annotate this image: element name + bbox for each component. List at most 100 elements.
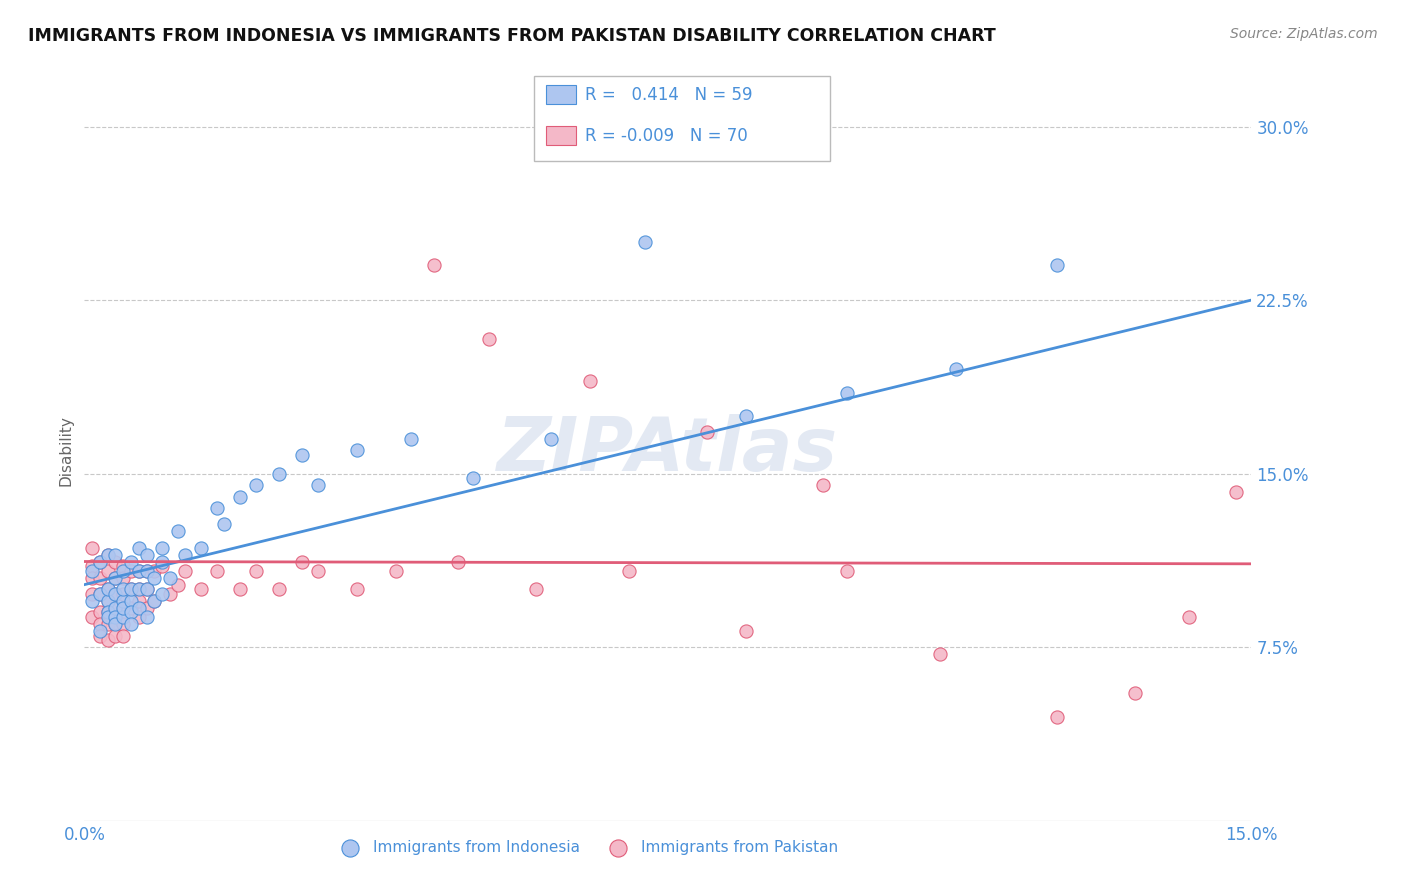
Point <box>135 610 157 624</box>
Point <box>112 600 135 615</box>
Point <box>128 594 150 608</box>
Point <box>734 624 756 638</box>
Point <box>120 582 142 597</box>
Point <box>112 559 135 574</box>
Point <box>399 432 422 446</box>
Point <box>478 333 501 347</box>
Point <box>150 587 173 601</box>
Point <box>97 606 120 620</box>
Point <box>143 564 166 578</box>
Point <box>190 541 212 555</box>
Point <box>945 362 967 376</box>
Point <box>82 541 104 555</box>
Point <box>82 559 104 574</box>
Point <box>135 582 157 597</box>
Point <box>104 610 127 624</box>
Point <box>267 467 290 481</box>
Point <box>89 628 111 642</box>
Point <box>135 548 157 562</box>
Point <box>97 594 120 608</box>
Point <box>813 478 835 492</box>
Point <box>104 617 127 632</box>
Point <box>135 564 157 578</box>
Point <box>128 541 150 555</box>
Point <box>696 425 718 439</box>
Point <box>104 571 127 585</box>
Point <box>120 564 142 578</box>
Point <box>135 600 157 615</box>
Point <box>89 554 111 569</box>
Point <box>174 564 197 578</box>
Point <box>82 564 104 578</box>
Point <box>128 564 150 578</box>
Point <box>120 582 142 597</box>
Point <box>89 617 111 632</box>
Point <box>89 554 111 569</box>
Point <box>97 617 120 632</box>
Point <box>1046 259 1069 273</box>
Point <box>929 647 952 661</box>
Point <box>734 409 756 423</box>
Point <box>97 633 120 648</box>
Point <box>112 610 135 624</box>
Point <box>89 606 111 620</box>
Point <box>617 564 640 578</box>
Text: Source: ZipAtlas.com: Source: ZipAtlas.com <box>1230 27 1378 41</box>
Point <box>97 582 120 597</box>
Point <box>120 594 142 608</box>
Point <box>150 554 173 569</box>
Point <box>150 559 173 574</box>
Point <box>104 571 127 585</box>
Point <box>120 606 142 620</box>
Point <box>540 432 562 446</box>
Point <box>104 617 127 632</box>
Text: R = -0.009   N = 70: R = -0.009 N = 70 <box>585 127 748 145</box>
Point <box>245 564 267 578</box>
Point <box>633 235 655 250</box>
Point <box>135 564 157 578</box>
Text: R =   0.414   N = 59: R = 0.414 N = 59 <box>585 86 752 103</box>
Legend: Immigrants from Indonesia, Immigrants from Pakistan: Immigrants from Indonesia, Immigrants fr… <box>329 834 844 861</box>
Point <box>1225 485 1247 500</box>
Text: IMMIGRANTS FROM INDONESIA VS IMMIGRANTS FROM PAKISTAN DISABILITY CORRELATION CHA: IMMIGRANTS FROM INDONESIA VS IMMIGRANTS … <box>28 27 995 45</box>
Point <box>447 554 470 569</box>
Point <box>267 582 290 597</box>
Point <box>229 490 252 504</box>
Point <box>159 571 181 585</box>
Point <box>384 564 406 578</box>
Point <box>128 564 150 578</box>
Point <box>112 582 135 597</box>
Point <box>1123 686 1146 700</box>
Point <box>112 587 135 601</box>
Point <box>423 259 446 273</box>
Point <box>579 374 602 388</box>
Point <box>120 617 142 632</box>
Point <box>89 624 111 638</box>
Point <box>524 582 547 597</box>
Point <box>89 587 111 601</box>
Point <box>346 582 368 597</box>
Point <box>89 587 111 601</box>
Point <box>291 554 314 569</box>
Point <box>128 610 150 624</box>
Point <box>1046 709 1069 723</box>
Point <box>104 587 127 601</box>
Point <box>346 443 368 458</box>
Point <box>97 564 120 578</box>
Point <box>229 582 252 597</box>
Point <box>291 448 314 462</box>
Point <box>835 564 858 578</box>
Point <box>1178 610 1201 624</box>
Point <box>307 478 329 492</box>
Point <box>463 471 485 485</box>
Point <box>214 517 236 532</box>
Point <box>143 594 166 608</box>
Point <box>120 600 142 615</box>
Point <box>835 385 858 400</box>
Point <box>104 600 127 615</box>
Point <box>128 582 150 597</box>
Point <box>82 610 104 624</box>
Point <box>97 548 120 562</box>
Point <box>112 628 135 642</box>
Point <box>112 564 135 578</box>
